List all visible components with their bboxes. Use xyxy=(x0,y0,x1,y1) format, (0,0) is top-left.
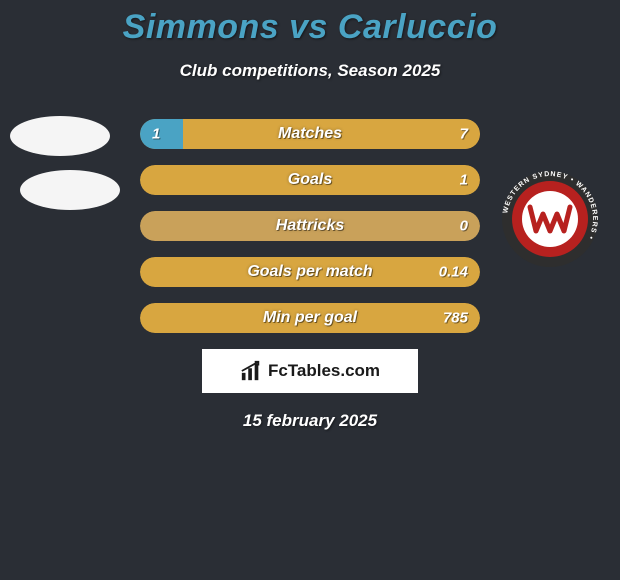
fctables-label: FcTables.com xyxy=(268,361,380,381)
stat-label: Hattricks xyxy=(276,217,344,235)
stat-value-left: 1 xyxy=(152,126,160,143)
comparison-title: Simmons vs Carluccio xyxy=(0,0,620,47)
comparison-subtitle: Club competitions, Season 2025 xyxy=(0,61,620,81)
stat-label: Goals xyxy=(288,171,332,189)
stat-row: Min per goal 785 xyxy=(140,303,480,333)
stat-row: Matches 1 7 xyxy=(140,119,480,149)
stat-value-right: 0.14 xyxy=(439,264,468,281)
bar-chart-icon xyxy=(240,360,262,382)
stat-label: Min per goal xyxy=(263,309,357,327)
bar-fill-left xyxy=(140,119,183,149)
fctables-watermark[interactable]: FcTables.com xyxy=(202,349,418,393)
stat-value-right: 7 xyxy=(460,126,468,143)
widget-root: Simmons vs Carluccio Club competitions, … xyxy=(0,0,620,580)
stat-label: Goals per match xyxy=(247,263,372,281)
stat-value-right: 0 xyxy=(460,218,468,235)
stat-label: Matches xyxy=(278,125,342,143)
stat-row: Hattricks 0 xyxy=(140,211,480,241)
stat-value-right: 785 xyxy=(443,310,468,327)
stat-row: Goals 1 xyxy=(140,165,480,195)
comparison-chart: Matches 1 7 Goals 1 Hattricks 0 Goals per match… xyxy=(0,119,620,333)
date-label: 15 february 2025 xyxy=(0,411,620,431)
stat-value-right: 1 xyxy=(460,172,468,189)
stat-row: Goals per match 0.14 xyxy=(140,257,480,287)
